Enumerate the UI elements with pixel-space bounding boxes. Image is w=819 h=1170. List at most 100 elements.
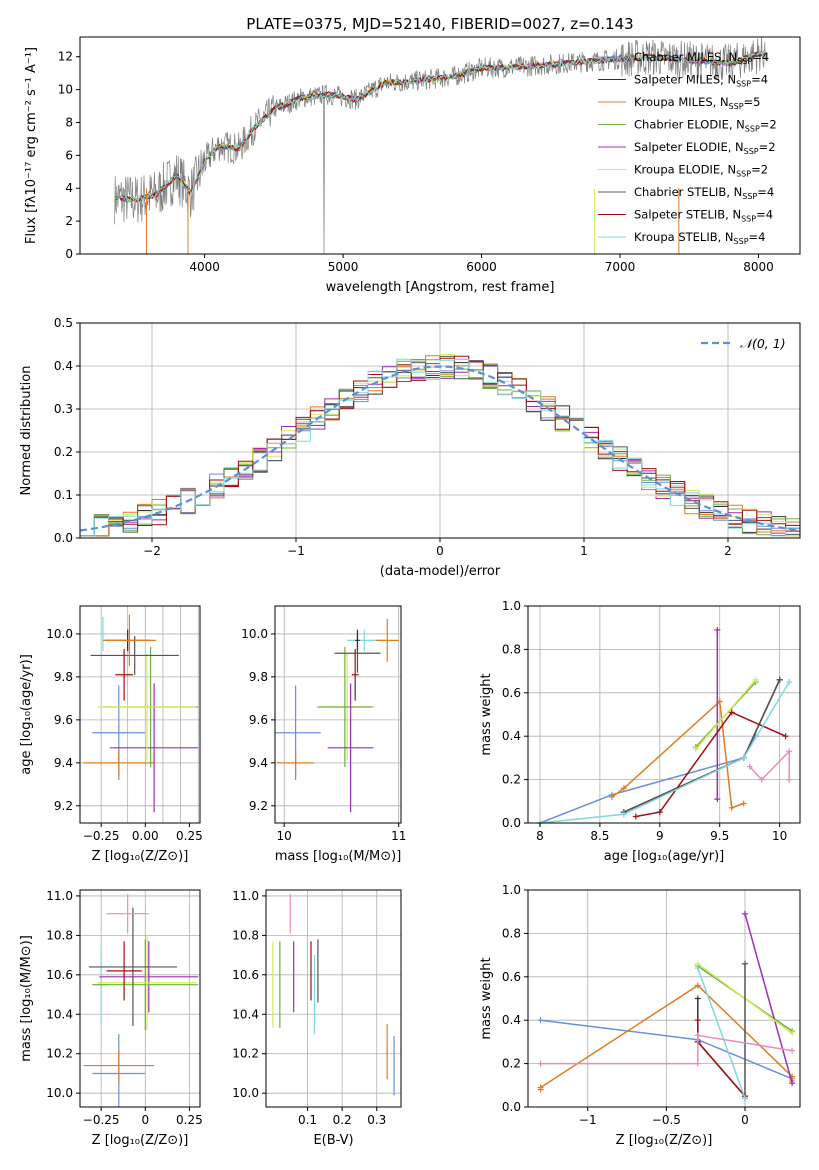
legend-subscript: SSP bbox=[734, 237, 749, 246]
mass-weight-marker bbox=[694, 1060, 701, 1067]
mass-weight-marker bbox=[786, 776, 793, 783]
y-tick-label: 0.8 bbox=[502, 642, 521, 656]
legend-count: =4 bbox=[757, 185, 774, 199]
mass-weight-marker bbox=[776, 676, 783, 683]
y-tick-label: 10.2 bbox=[46, 1047, 73, 1061]
mass-weight-marker bbox=[741, 960, 748, 967]
mass-weight-line bbox=[623, 679, 781, 813]
x-tick-label: 0.2 bbox=[333, 1113, 352, 1127]
axes-frame bbox=[527, 605, 801, 824]
legend-subscript: SSP bbox=[745, 125, 760, 134]
y-tick-label: 0.0 bbox=[502, 816, 521, 830]
y-tick-label: 2 bbox=[65, 214, 73, 228]
mass-weight-line bbox=[635, 711, 786, 818]
mass-weight-marker bbox=[789, 1047, 796, 1054]
legend-count: =4 bbox=[756, 208, 773, 222]
y-tick-label: 10.0 bbox=[241, 627, 268, 641]
y-tick-label: 0 bbox=[65, 247, 73, 261]
residual-histogram bbox=[80, 358, 800, 537]
x-tick-label: 6000 bbox=[466, 260, 497, 274]
spectrum-model-line bbox=[114, 51, 765, 202]
y-tick-label: 10.6 bbox=[232, 968, 259, 982]
x-tick-label: 0 bbox=[436, 544, 444, 558]
age-vs-mass-panel: 10 11 9.2 9.4 9.6 9.8 10.0 mass [log₁₀(M/M⊙)] bbox=[241, 605, 406, 864]
mass-weight-marker bbox=[537, 1084, 544, 1091]
mass-weight-marker bbox=[608, 793, 615, 800]
y-tick-label: 10.2 bbox=[232, 1047, 259, 1061]
x-tick-label: 0.00 bbox=[132, 829, 159, 843]
mass-weight-marker bbox=[714, 796, 721, 803]
y-tick-label: 0.6 bbox=[502, 686, 521, 700]
x-tick-label: 0.25 bbox=[176, 829, 203, 843]
mass-weight-marker bbox=[694, 995, 701, 1002]
mass-weight-marker bbox=[728, 804, 735, 811]
legend-entry: 𝒩(0, 1) bbox=[740, 336, 786, 351]
mass-weight-line bbox=[744, 913, 793, 1084]
y-tick-label: 10.8 bbox=[46, 928, 73, 942]
mass-weight-marker bbox=[632, 813, 639, 820]
y-tick-label: 0.4 bbox=[502, 729, 521, 743]
y-axis-label: Flux [fλ10⁻¹⁷ erg cm⁻² s⁻¹ A⁻¹] bbox=[24, 47, 39, 244]
x-tick-label: 0 bbox=[741, 1113, 749, 1127]
x-tick-label: 1 bbox=[580, 544, 588, 558]
y-tick-label: 11.0 bbox=[46, 889, 73, 903]
y-tick-label: 10.0 bbox=[46, 1086, 73, 1100]
y-tick-label: 6 bbox=[65, 148, 73, 162]
mass-weight-marker bbox=[789, 1080, 796, 1087]
y-axis-label: mass weight bbox=[479, 957, 494, 1039]
residuals-panel: −2 −1 0 1 2 0.0 0.1 0.2 0.3 0.4 0.5 (data-model)/er… bbox=[19, 316, 801, 579]
x-tick-label: 10 bbox=[772, 829, 787, 843]
mass-weight-marker bbox=[740, 754, 747, 761]
mass-weight-line bbox=[697, 967, 746, 1099]
x-tick-label: −1 bbox=[579, 1113, 597, 1127]
mass-weight-line bbox=[695, 679, 757, 750]
mass-weight-marker bbox=[537, 1060, 544, 1067]
y-tick-label: 12 bbox=[58, 50, 73, 64]
y-tick-label: 0.0 bbox=[54, 531, 73, 545]
axes-frame bbox=[265, 889, 402, 1108]
x-tick-label: −0.25 bbox=[83, 1113, 120, 1127]
mass-weight-line bbox=[540, 1034, 793, 1065]
y-tick-label: 4 bbox=[65, 181, 73, 195]
mass-weight-marker bbox=[752, 676, 759, 683]
legend-count: =4 bbox=[751, 73, 768, 87]
mass-weight-marker bbox=[694, 1032, 701, 1039]
axes-frame bbox=[527, 889, 801, 1108]
y-tick-label: 9.8 bbox=[249, 670, 268, 684]
legend-entry: Chabrier MILES, NSSP=4 bbox=[634, 50, 769, 66]
legend-count: =2 bbox=[760, 118, 777, 132]
mass-weight-marker bbox=[692, 746, 699, 753]
mass-weight-marker bbox=[786, 748, 793, 755]
mass-weight-marker bbox=[741, 910, 748, 917]
mass-weight-marker bbox=[694, 982, 701, 989]
y-tick-label: 0.4 bbox=[54, 359, 73, 373]
x-tick-label: 9.5 bbox=[710, 829, 729, 843]
legend-count: =5 bbox=[744, 95, 761, 109]
mass-weight-marker bbox=[620, 785, 627, 792]
x-tick-label: 8.5 bbox=[590, 829, 609, 843]
mass-weight-marker bbox=[694, 965, 701, 972]
y-tick-label: 9.2 bbox=[249, 799, 268, 813]
legend-entry: Salpeter STELIB, NSSP=4 bbox=[634, 208, 773, 224]
mass-weight-marker bbox=[714, 626, 721, 633]
legend-subscript: SSP bbox=[744, 147, 759, 156]
y-axis-label: Normed distribution bbox=[19, 366, 34, 496]
y-tick-label: 9.4 bbox=[249, 756, 268, 770]
x-tick-label: 0 bbox=[141, 1113, 149, 1127]
mass-weight-marker bbox=[740, 800, 747, 807]
mass-weight-line bbox=[749, 749, 790, 781]
y-tick-label: 11.0 bbox=[232, 889, 259, 903]
mass-weight-marker bbox=[786, 678, 793, 685]
y-tick-label: 9.6 bbox=[249, 713, 268, 727]
x-tick-label: 9 bbox=[656, 829, 664, 843]
x-tick-label: 5000 bbox=[328, 260, 359, 274]
x-axis-label: Z [log₁₀(Z/Z⊙)] bbox=[92, 849, 189, 864]
y-axis-label: mass [log₁₀(M/M⊙)] bbox=[19, 935, 34, 1062]
axes-frame bbox=[274, 605, 402, 824]
y-tick-label: 10.8 bbox=[232, 928, 259, 942]
legend-subscript: SSP bbox=[742, 192, 757, 201]
x-tick-label: 0.25 bbox=[176, 1113, 203, 1127]
legend-entry: Kroupa MILES, NSSP=5 bbox=[634, 95, 760, 111]
y-tick-label: 0.3 bbox=[54, 402, 73, 416]
axes-frame bbox=[79, 889, 201, 1108]
